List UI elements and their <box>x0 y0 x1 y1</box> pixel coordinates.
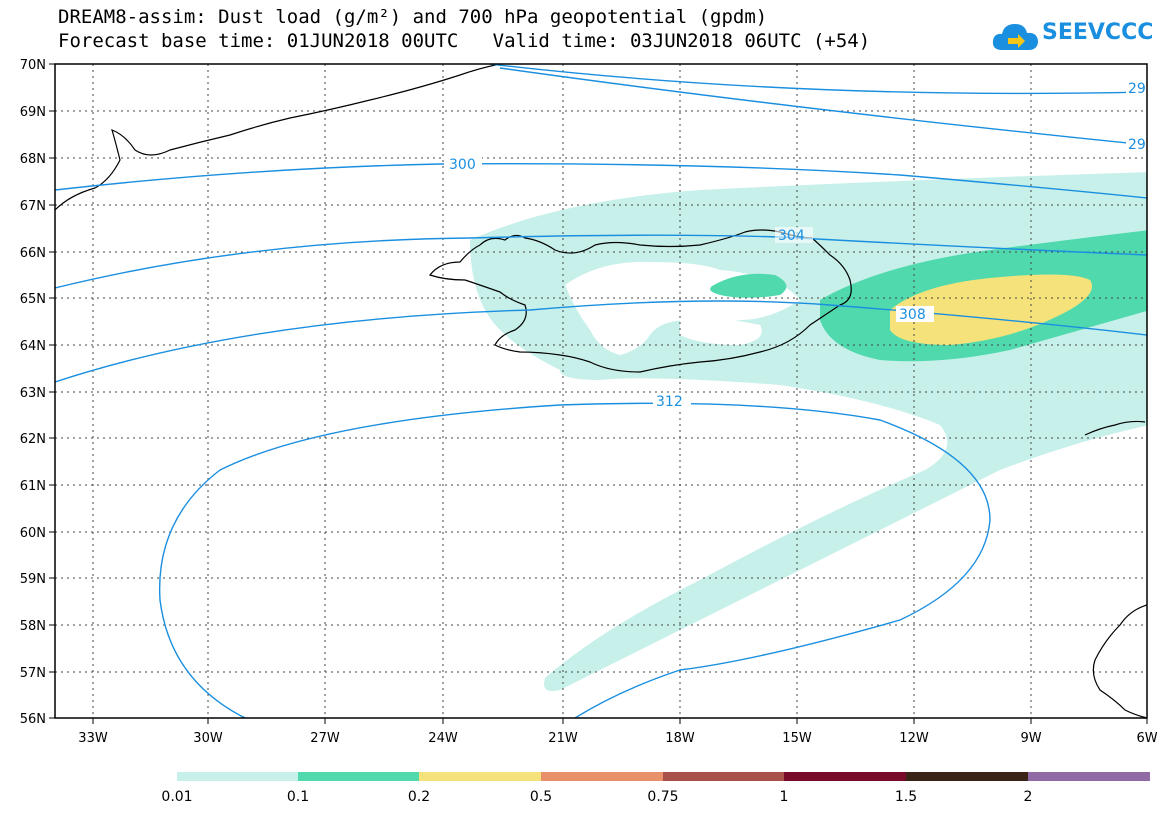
colorbar-swatch <box>1028 772 1150 781</box>
lat-label: 68N <box>20 152 46 167</box>
lon-label: 27W <box>310 731 340 746</box>
lon-label: 33W <box>78 731 108 746</box>
contour-29-upper <box>489 64 1147 95</box>
lat-label: 60N <box>20 526 46 541</box>
lon-label: 30W <box>193 731 223 746</box>
colorbar <box>177 772 1150 781</box>
dust-shading <box>470 172 1147 692</box>
colorbar-swatch <box>298 772 419 781</box>
lat-label: 66N <box>20 246 46 261</box>
contour-label-312: 312 <box>656 394 683 410</box>
colorbar-swatch <box>541 772 663 781</box>
lon-label: 9W <box>1020 731 1041 746</box>
contour-312 <box>158 402 991 718</box>
contour-label-304: 304 <box>778 228 805 244</box>
contour-308 <box>55 300 1147 383</box>
map-frame <box>54 63 1148 719</box>
dust-region-0.1-small <box>710 273 787 298</box>
colorbar-label: 0.5 <box>530 789 552 805</box>
lat-label: 62N <box>20 432 46 447</box>
coast-scotland <box>1092 604 1147 718</box>
lon-label: 24W <box>428 731 458 746</box>
lat-label: 67N <box>20 199 46 214</box>
contour-label-308: 308 <box>899 307 926 323</box>
lon-label: 6W <box>1136 731 1157 746</box>
colorbar-labels: 0.01 0.1 0.2 0.5 0.75 1 1.5 2 <box>161 789 1032 805</box>
contour-304 <box>55 234 1147 289</box>
longitude-labels: 33W 30W 27W 24W 21W 18W 15W 12W 9W 6W <box>78 731 1157 746</box>
lon-label: 21W <box>548 731 578 746</box>
colorbar-swatch <box>663 772 784 781</box>
contour-label-300: 300 <box>449 157 476 173</box>
lon-label: 18W <box>665 731 695 746</box>
colorbar-swatch <box>784 772 906 781</box>
lat-label: 58N <box>20 619 46 634</box>
lon-label: 12W <box>899 731 929 746</box>
lat-label: 56N <box>20 712 46 727</box>
colorbar-label: 0.1 <box>287 789 309 805</box>
colorbar-swatch <box>177 772 298 781</box>
lon-label: 15W <box>782 731 812 746</box>
colorbar-swatch <box>419 772 541 781</box>
contour-300 <box>55 163 1147 199</box>
lat-label: 65N <box>20 292 46 307</box>
colorbar-label: 0.75 <box>647 789 678 805</box>
seevccc-logo: SEEVCCC <box>990 16 1170 56</box>
cloud-arrow-icon <box>992 24 1038 50</box>
lat-label: 61N <box>20 479 46 494</box>
contour-label-29-lower: 29 <box>1128 137 1146 153</box>
colorbar-label: 2 <box>1024 789 1033 805</box>
coast-greenland <box>55 64 501 211</box>
colorbar-swatch <box>906 772 1028 781</box>
lat-label: 59N <box>20 572 46 587</box>
coastlines <box>55 64 1147 718</box>
contour-labels: 300 304 308 312 29 29 <box>444 80 1148 410</box>
contour-label-29-upper: 29 <box>1128 81 1146 97</box>
map-title-line-2: Forecast base time: 01JUN2018 00UTC Vali… <box>58 30 871 52</box>
coast-faroe <box>1084 420 1146 436</box>
dust-gap-iceland-2 <box>680 318 762 345</box>
map-title-line-1: DREAM8-assim: Dust load (g/m²) and 700 h… <box>58 6 768 28</box>
colorbar-label: 0.01 <box>161 789 192 805</box>
lat-label: 57N <box>20 666 46 681</box>
axis-ticks <box>49 63 1148 724</box>
colorbar-label: 1 <box>780 789 789 805</box>
lat-label: 64N <box>20 339 46 354</box>
latitude-labels: 70N 69N 68N 67N 66N 65N 64N 63N 62N 61N … <box>20 58 46 727</box>
graticule <box>55 64 1147 718</box>
colorbar-label: 0.2 <box>408 789 430 805</box>
contour-29-lower <box>499 67 1147 146</box>
dust-region-0.2 <box>890 274 1092 345</box>
lat-label: 70N <box>20 58 46 73</box>
logo-text: SEEVCCC <box>1042 20 1154 45</box>
lat-label: 69N <box>20 105 46 120</box>
colorbar-label: 1.5 <box>895 789 917 805</box>
geopotential-contours <box>55 64 1147 718</box>
coast-iceland <box>429 229 852 373</box>
lat-label: 63N <box>20 386 46 401</box>
